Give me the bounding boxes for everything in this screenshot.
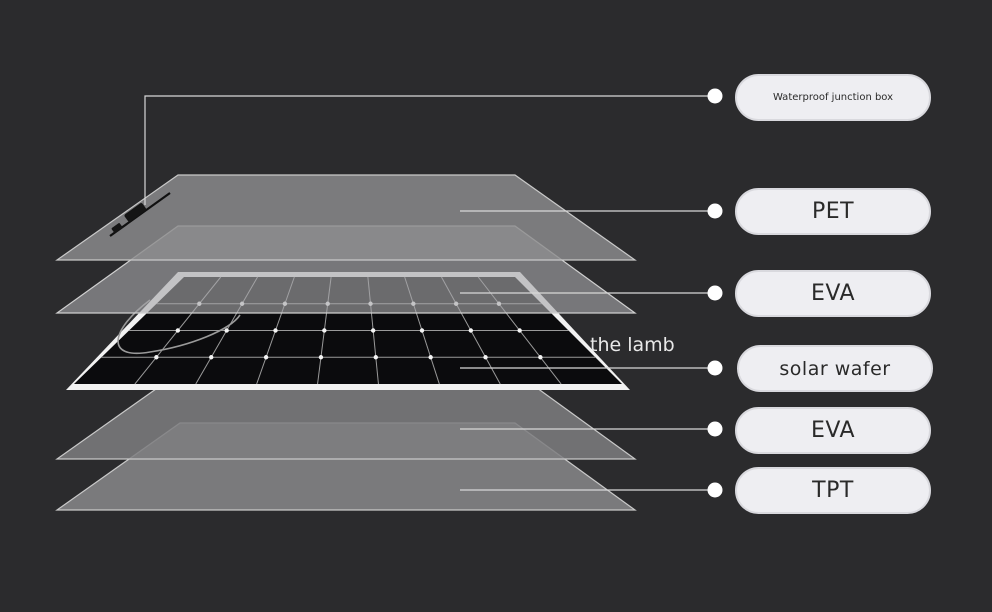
cell-junction-dot	[428, 355, 433, 360]
leader-lines	[144, 95, 713, 491]
dot-solar-wafer	[707, 360, 723, 376]
cell-junction-dot	[154, 355, 159, 360]
dot-eva-bottom	[707, 421, 723, 437]
cell-junction-dot	[318, 355, 324, 360]
cell-junction-dot	[263, 355, 269, 360]
cell-junction-dot	[517, 328, 522, 333]
label-eva-bottom: EVA	[735, 407, 931, 454]
dot-eva-top	[707, 285, 723, 301]
cell-junction-dot	[483, 355, 488, 360]
label-tpt: TPT	[735, 467, 931, 514]
dot-tpt	[707, 482, 723, 498]
cell-junction-dot	[175, 328, 181, 333]
label-solar-wafer: solar wafer	[737, 345, 933, 392]
dot-junction-box	[707, 88, 723, 104]
cell-junction-dot	[322, 328, 327, 333]
label-pet: PET	[735, 188, 931, 235]
label-waterproof-junction-box: Waterproof junction box	[735, 74, 931, 121]
cell-junction-dot	[224, 328, 229, 333]
leader-dots	[707, 88, 723, 498]
pet-layer	[55, 174, 637, 261]
cell-junction-dot	[468, 328, 474, 333]
cell-junction-dot	[419, 328, 425, 333]
dot-pet	[707, 203, 723, 219]
cell-junction-dot	[209, 355, 214, 360]
junction-box	[109, 192, 171, 237]
cell-junction-dot	[273, 328, 278, 333]
watermark-text: the lamb	[590, 334, 675, 356]
cell-junction-dot	[538, 355, 543, 360]
label-eva-top: EVA	[735, 270, 931, 317]
cell-junction-dot	[370, 328, 376, 333]
cell-junction-dot	[373, 355, 379, 360]
